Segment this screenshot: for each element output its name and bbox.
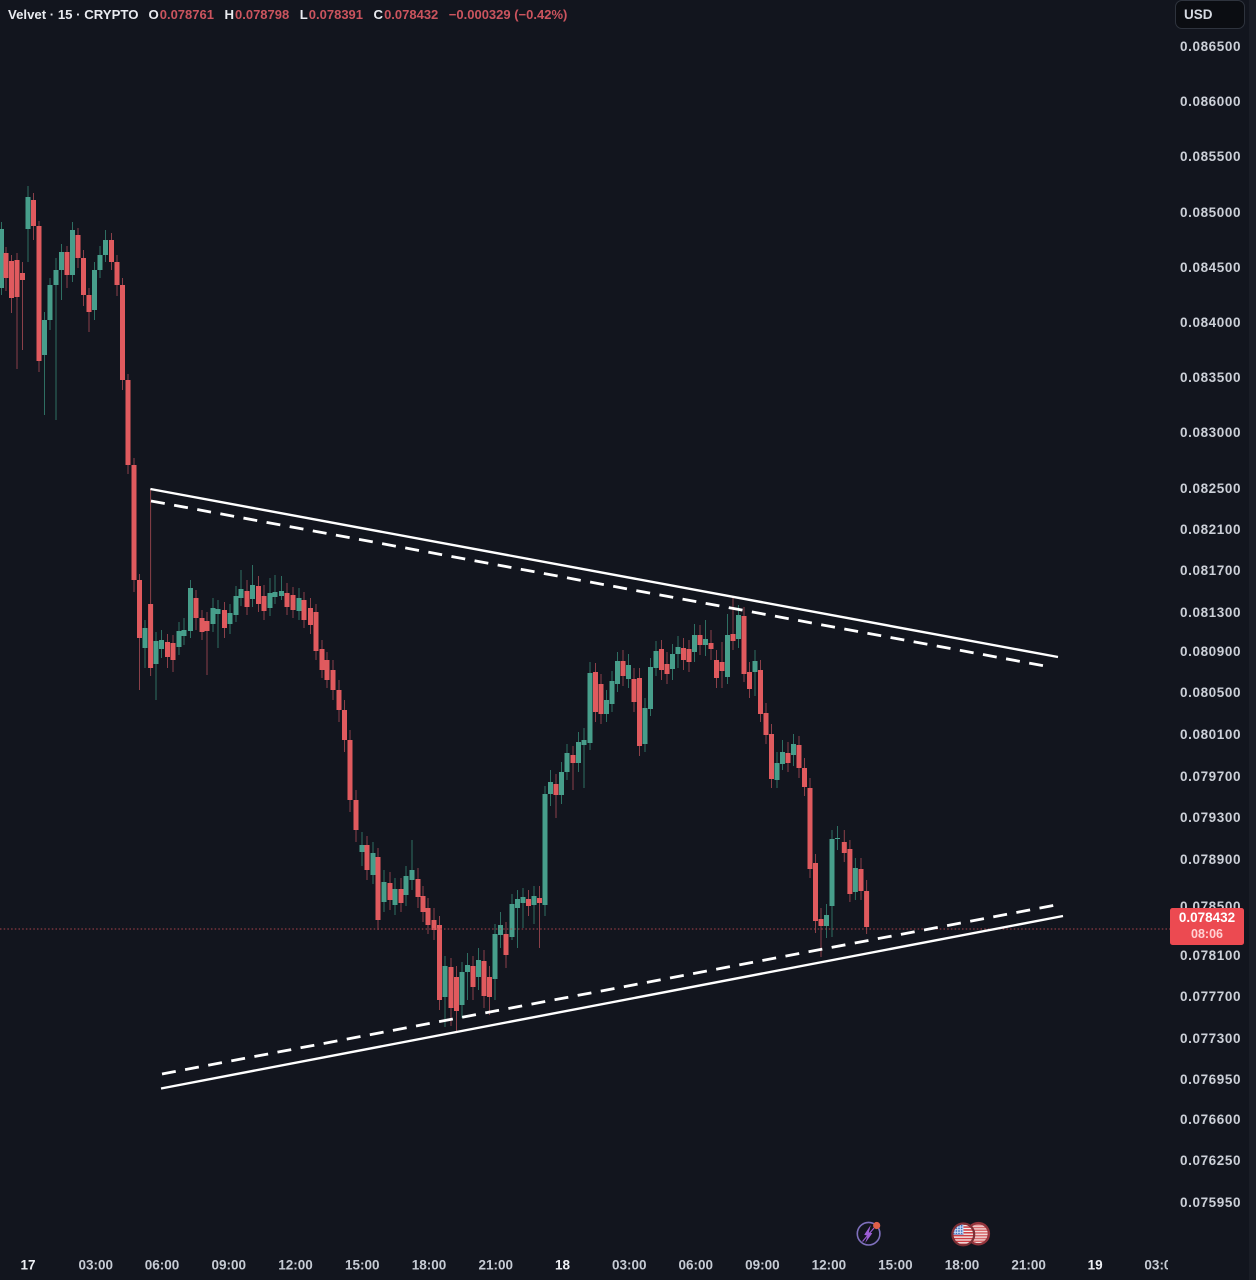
svg-text:15:00: 15:00 — [345, 1258, 380, 1273]
svg-text:0.079700: 0.079700 — [1180, 769, 1241, 784]
svg-text:0.076950: 0.076950 — [1180, 1072, 1241, 1087]
svg-text:19: 19 — [1088, 1258, 1103, 1273]
svg-text:03:00: 03:00 — [612, 1258, 647, 1273]
svg-text:21:00: 21:00 — [1011, 1258, 1046, 1273]
svg-text:0.081300: 0.081300 — [1180, 605, 1241, 620]
svg-text:0.082500: 0.082500 — [1180, 481, 1241, 496]
svg-text:0.086500: 0.086500 — [1180, 39, 1241, 54]
svg-text:0.084500: 0.084500 — [1180, 260, 1241, 275]
svg-text:06:00: 06:00 — [145, 1258, 180, 1273]
svg-text:0.076600: 0.076600 — [1180, 1112, 1241, 1127]
svg-text:12:00: 12:00 — [278, 1258, 313, 1273]
svg-text:0.077300: 0.077300 — [1180, 1031, 1241, 1046]
svg-text:0.085500: 0.085500 — [1180, 149, 1241, 164]
svg-text:0.077700: 0.077700 — [1180, 989, 1241, 1004]
svg-text:0.080500: 0.080500 — [1180, 685, 1241, 700]
svg-text:0.080100: 0.080100 — [1180, 727, 1241, 742]
svg-text:17: 17 — [20, 1258, 35, 1273]
svg-text:18:00: 18:00 — [412, 1258, 447, 1273]
svg-text:12:00: 12:00 — [812, 1258, 847, 1273]
svg-text:06:00: 06:00 — [679, 1258, 714, 1273]
svg-text:0.085000: 0.085000 — [1180, 205, 1241, 220]
svg-text:09:00: 09:00 — [745, 1258, 780, 1273]
svg-text:0.078900: 0.078900 — [1180, 852, 1241, 867]
svg-text:0.081700: 0.081700 — [1180, 563, 1241, 578]
svg-text:0.086000: 0.086000 — [1180, 94, 1241, 109]
svg-text:0.075950: 0.075950 — [1180, 1195, 1241, 1210]
svg-text:0.083500: 0.083500 — [1180, 370, 1241, 385]
svg-text:18:00: 18:00 — [945, 1258, 980, 1273]
svg-text:21:00: 21:00 — [479, 1258, 514, 1273]
svg-text:0.079300: 0.079300 — [1180, 810, 1241, 825]
svg-text:0.082100: 0.082100 — [1180, 522, 1241, 537]
svg-text:0.076250: 0.076250 — [1180, 1153, 1241, 1168]
svg-text:0.078100: 0.078100 — [1180, 948, 1241, 963]
svg-text:0.083000: 0.083000 — [1180, 425, 1241, 440]
svg-text:09:00: 09:00 — [212, 1258, 247, 1273]
svg-text:0.084000: 0.084000 — [1180, 315, 1241, 330]
svg-text:03:00: 03:00 — [1144, 1258, 1179, 1273]
svg-text:18: 18 — [555, 1258, 571, 1273]
svg-text:15:00: 15:00 — [878, 1258, 913, 1273]
svg-text:03:00: 03:00 — [79, 1258, 114, 1273]
svg-text:0.080900: 0.080900 — [1180, 644, 1241, 659]
